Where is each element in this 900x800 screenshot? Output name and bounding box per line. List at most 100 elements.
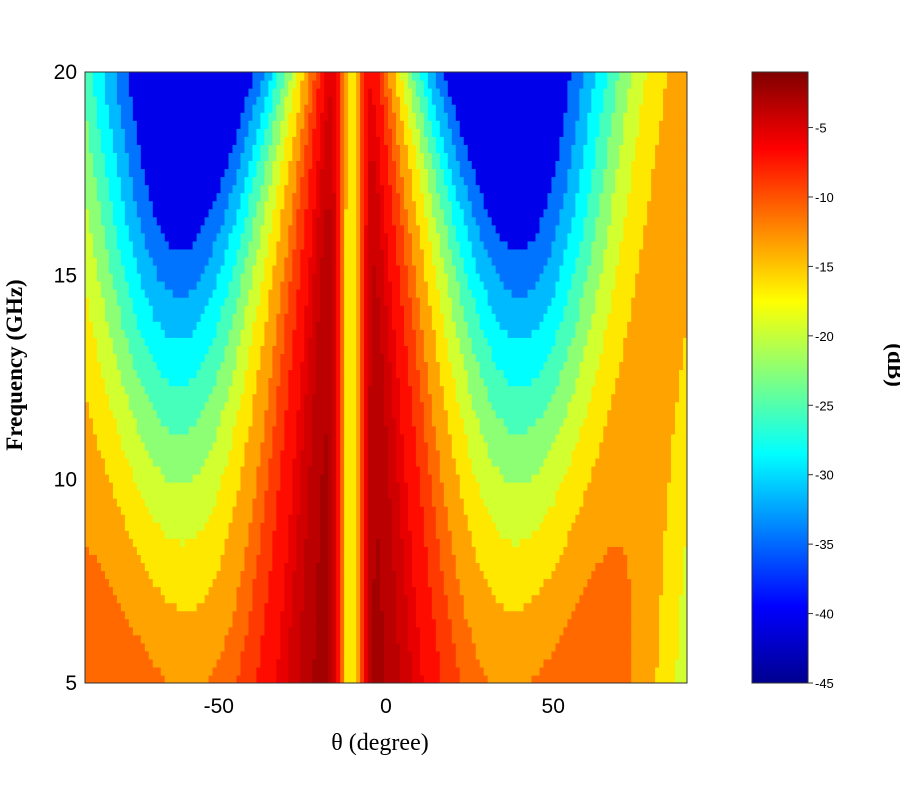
contour-cell xyxy=(683,554,687,564)
contour-cell xyxy=(220,562,246,572)
contour-cell xyxy=(340,361,345,371)
contour-cell xyxy=(595,457,672,467)
contour-cell xyxy=(296,224,305,234)
contour-cell xyxy=(332,674,337,683)
contour-cell xyxy=(419,666,441,676)
contour-cell xyxy=(415,610,433,620)
contour-cell xyxy=(252,578,269,588)
contour-cell xyxy=(411,72,421,81)
contour-cell xyxy=(603,104,616,113)
contour-cell xyxy=(344,650,357,660)
contour-cell xyxy=(368,281,373,290)
contour-cell xyxy=(583,72,596,81)
contour-cell xyxy=(427,554,441,564)
contour-cell xyxy=(423,264,437,274)
contour-cell xyxy=(364,353,369,363)
contour-cell xyxy=(336,256,341,266)
contour-cell xyxy=(384,136,393,145)
contour-cell xyxy=(435,168,445,178)
contour-cell xyxy=(419,144,429,153)
contour-cell xyxy=(216,498,238,507)
contour-cell xyxy=(344,634,357,644)
contour-cell xyxy=(324,240,333,250)
contour-cell xyxy=(671,457,687,467)
contour-cell xyxy=(216,281,230,290)
contour-cell xyxy=(380,578,397,588)
contour-cell xyxy=(395,618,409,628)
contour-cell xyxy=(244,377,258,387)
contour-cell xyxy=(376,104,385,113)
contour-cell xyxy=(336,353,341,363)
contour-cell xyxy=(252,112,262,121)
contour-cell xyxy=(336,449,341,459)
contour-cell xyxy=(663,530,687,539)
contour-cell xyxy=(395,570,405,580)
contour-cell xyxy=(368,184,377,194)
contour-cell xyxy=(328,594,333,604)
contour-cell xyxy=(427,144,437,153)
contour-cell xyxy=(276,666,289,676)
contour-cell xyxy=(136,321,162,330)
contour-cell xyxy=(395,224,405,234)
contour-cell xyxy=(360,482,365,491)
contour-cell xyxy=(451,546,477,555)
contour-cell xyxy=(280,208,293,218)
contour-cell xyxy=(308,353,317,363)
contour-cell xyxy=(411,538,425,547)
contour-cell xyxy=(395,136,405,145)
contour-cell xyxy=(160,666,214,676)
contour-cell xyxy=(376,264,385,274)
contour-cell xyxy=(116,88,130,97)
contour-cell xyxy=(627,96,644,105)
contour-cell xyxy=(391,409,401,419)
contour-cell xyxy=(336,538,341,547)
contour-cell xyxy=(292,490,301,499)
contour-cell xyxy=(368,176,377,186)
contour-cell xyxy=(364,473,369,483)
contour-cell xyxy=(136,417,162,427)
contour-cell xyxy=(364,289,369,298)
contour-cell xyxy=(240,666,258,676)
contour-cell xyxy=(356,433,361,443)
contour-cell xyxy=(236,136,246,145)
contour-cell xyxy=(360,506,365,515)
contour-cell xyxy=(431,152,441,162)
contour-cell xyxy=(236,586,254,596)
contour-cell xyxy=(292,144,301,153)
contour-cell xyxy=(312,88,317,97)
contour-cell xyxy=(631,658,660,668)
contour-cell xyxy=(399,144,409,153)
contour-cell xyxy=(360,369,365,379)
contour-cell xyxy=(415,200,425,210)
contour-cell xyxy=(356,417,361,427)
contour-cell xyxy=(120,112,134,121)
contour-cell xyxy=(300,88,309,97)
contour-cell xyxy=(304,216,313,226)
contour-cell xyxy=(336,297,341,306)
contour-cell xyxy=(316,385,333,395)
contour-cell xyxy=(340,200,345,210)
contour-cell xyxy=(204,305,222,314)
contour-cell xyxy=(380,570,397,580)
contour-cell xyxy=(391,393,401,403)
contour-cell xyxy=(372,618,385,628)
contour-cell xyxy=(296,538,305,547)
contour-cell xyxy=(112,490,142,499)
contour-cell xyxy=(479,369,505,379)
contour-cell xyxy=(368,490,389,499)
contour-cell xyxy=(411,393,421,403)
contour-cell xyxy=(324,449,329,459)
contour-cell xyxy=(328,570,333,580)
contour-cell xyxy=(356,305,361,314)
contour-cell xyxy=(651,192,687,202)
contour-cell xyxy=(344,401,357,411)
contour-cell xyxy=(471,538,513,547)
contour-cell xyxy=(467,192,485,202)
contour-cell xyxy=(252,272,265,282)
contour-cell xyxy=(459,248,473,258)
contour-cell xyxy=(451,369,469,379)
contour-cell xyxy=(411,530,425,539)
contour-cell xyxy=(324,80,337,89)
contour-cell xyxy=(364,449,369,459)
contour-cell xyxy=(567,96,580,105)
